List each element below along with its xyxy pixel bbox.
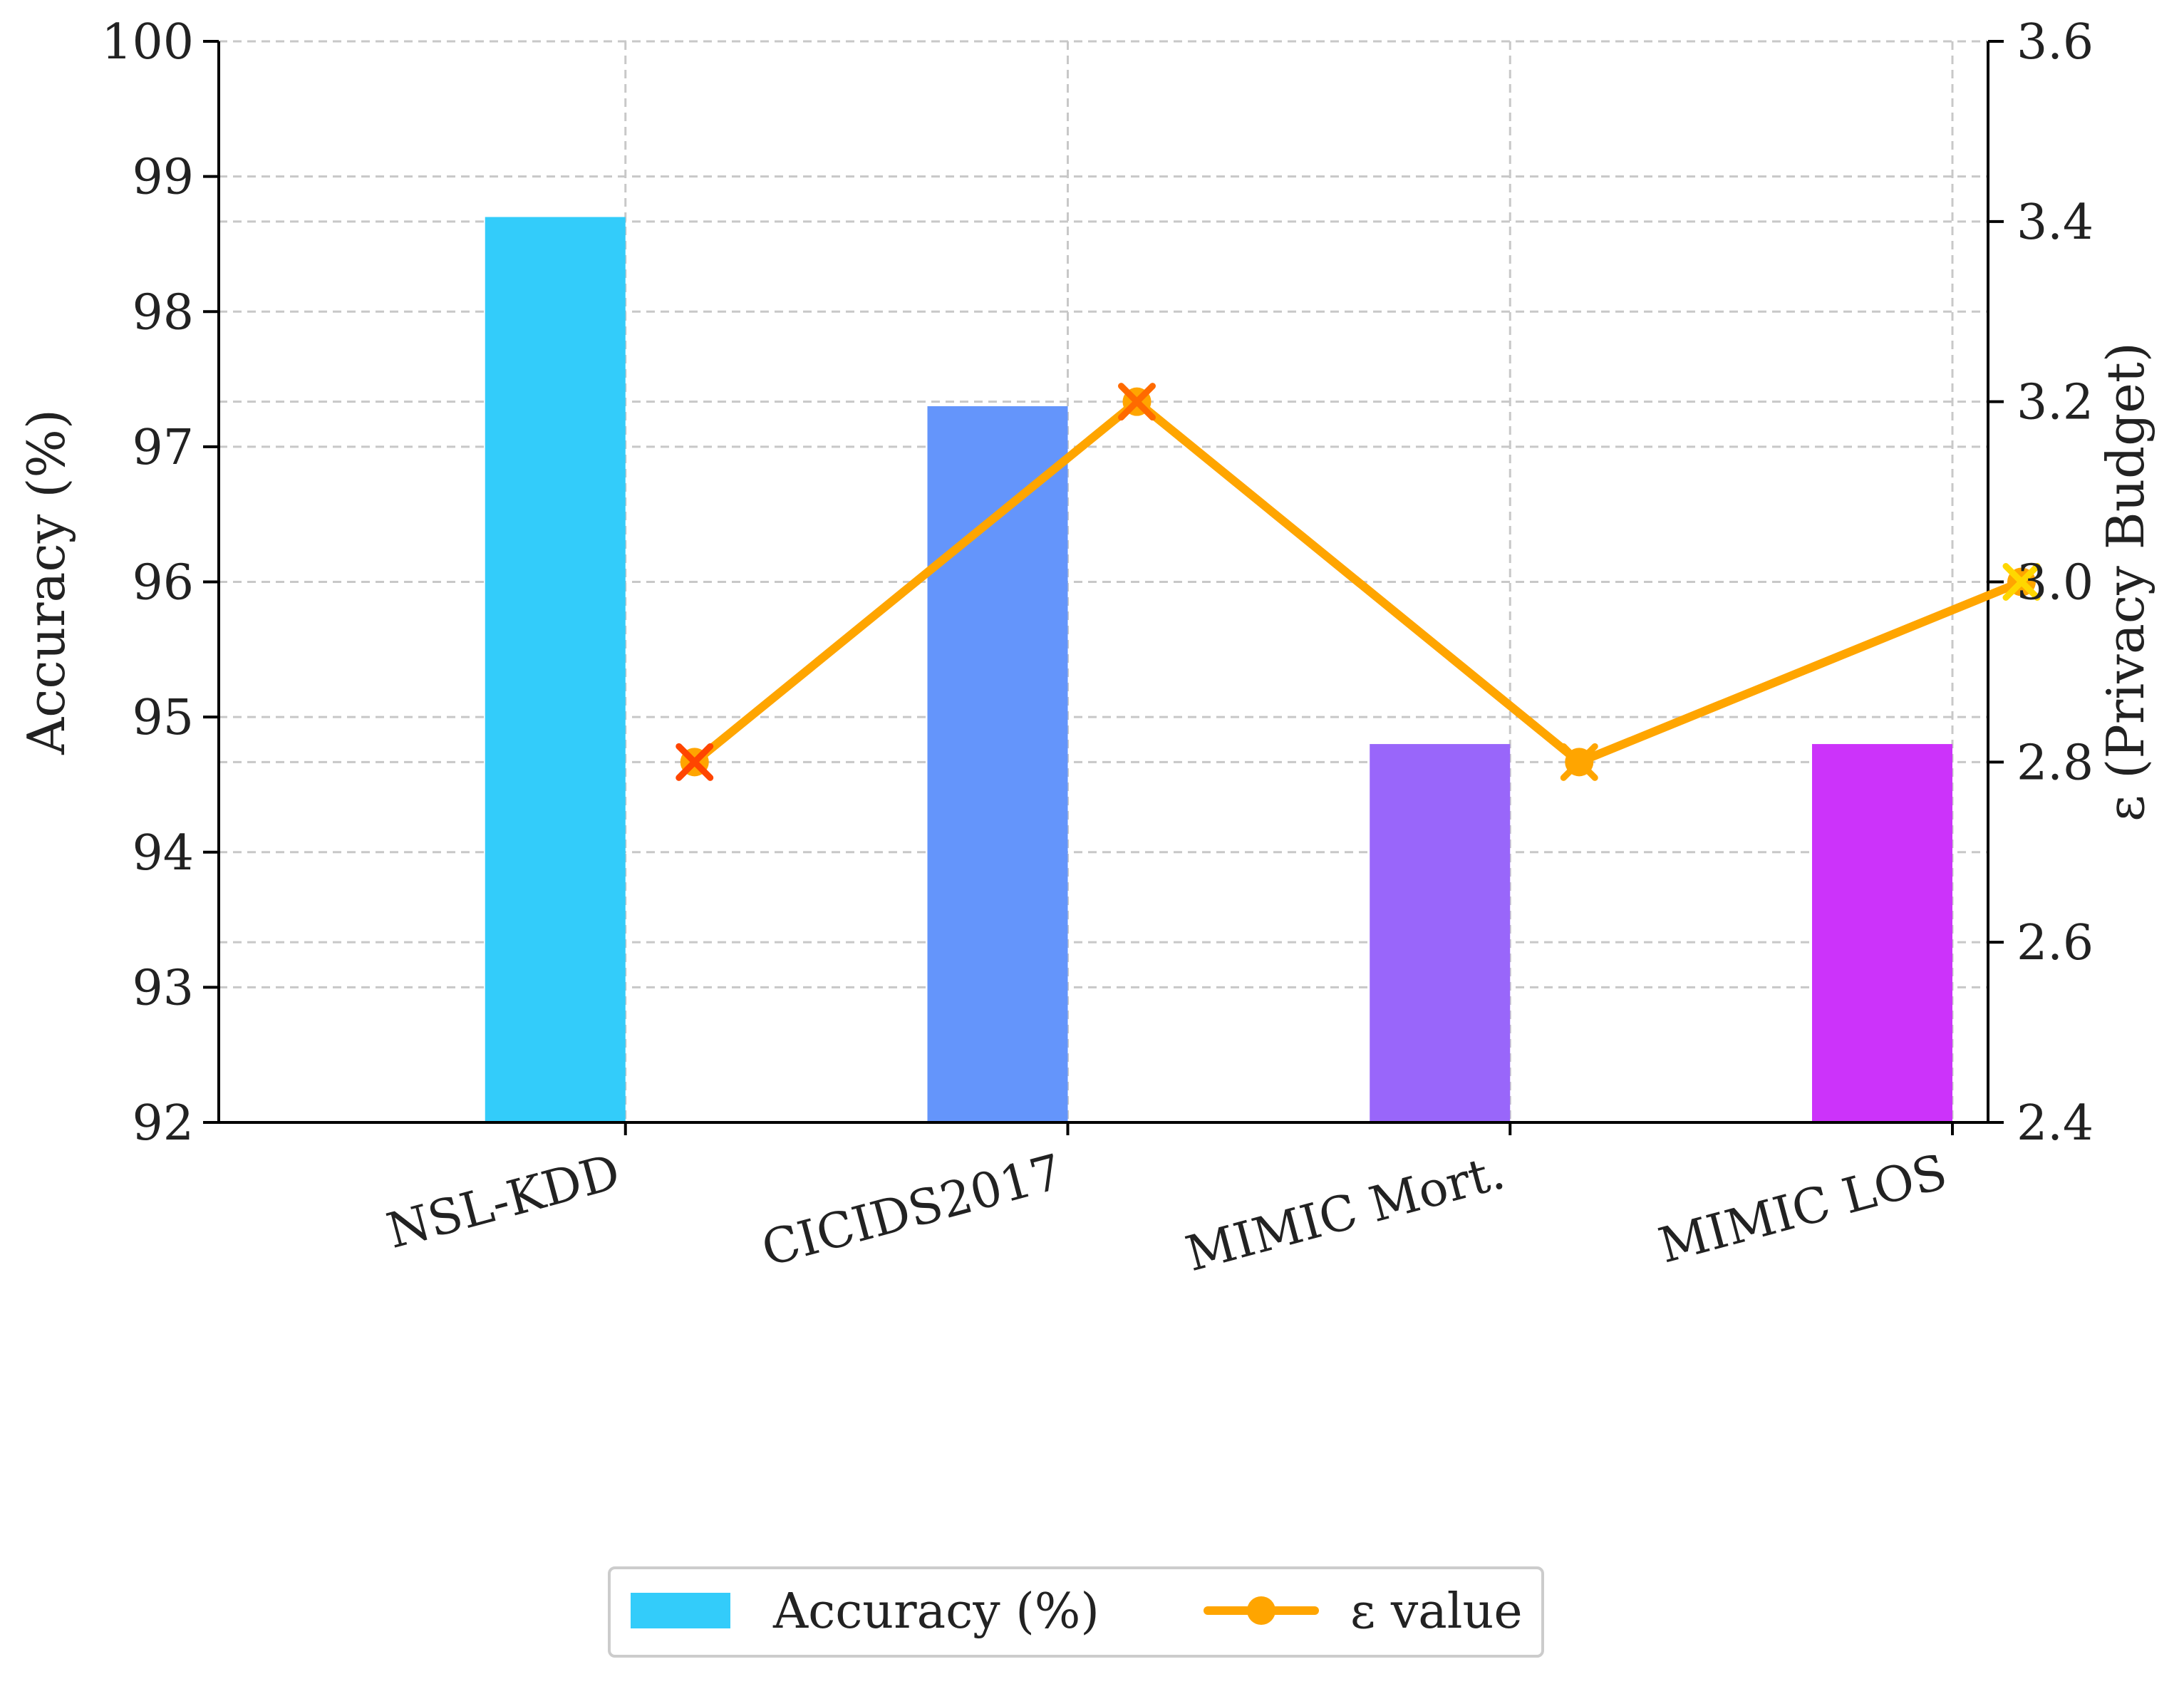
- right-tick-label-2: 2.8: [2017, 735, 2094, 791]
- left-tick-label-4: 96: [132, 555, 194, 611]
- category-label-1: CICIDS2017: [756, 1144, 1068, 1278]
- category-label-0: NSL-KDD: [381, 1144, 626, 1260]
- epsilon-marker-2: [1560, 743, 1598, 781]
- left-tick-label-5: 97: [132, 420, 194, 476]
- legend-label-epsilon: ε value: [1350, 1584, 1523, 1640]
- line-layer: [676, 383, 2041, 781]
- right-tick-label-3: 3.0: [2017, 555, 2094, 611]
- legend-swatch-epsilon-marker: [1247, 1596, 1275, 1625]
- left-tick-label-8: 100: [101, 14, 194, 71]
- epsilon-marker-1: [1118, 383, 1156, 421]
- right-tick-label-6: 3.6: [2017, 14, 2094, 71]
- category-label-2: MIMIC Mort.: [1180, 1144, 1510, 1283]
- left-tick-label-0: 92: [132, 1095, 194, 1152]
- left-tick-label-6: 98: [132, 284, 194, 341]
- grid-layer: [219, 40, 1988, 1124]
- bar-3: [1812, 744, 1952, 1122]
- left-tick-label-1: 93: [132, 960, 194, 1016]
- category-label-3: MIMIC LOS: [1653, 1144, 1952, 1274]
- legend: Accuracy (%) ε value: [608, 1566, 1544, 1658]
- right-tick-label-5: 3.4: [2017, 195, 2094, 251]
- right-tick-label-0: 2.4: [2017, 1095, 2094, 1152]
- axes-layer: [203, 40, 2004, 1135]
- bar-2: [1370, 744, 1511, 1122]
- epsilon-marker-3: [2002, 563, 2041, 601]
- left-tick-label-2: 94: [132, 825, 194, 882]
- right-tick-label-4: 3.2: [2017, 375, 2094, 431]
- left-tick-label-3: 95: [132, 690, 194, 746]
- legend-box: [608, 1566, 1544, 1658]
- y-axis-title-left: Accuracy (%): [16, 409, 76, 755]
- right-tick-label-1: 2.6: [2017, 915, 2094, 971]
- bars-layer: [485, 217, 1952, 1123]
- epsilon-line: [690, 397, 2026, 767]
- y-axis-title-right: ε (Privacy Budget): [2096, 342, 2155, 822]
- bar-0: [485, 217, 626, 1123]
- legend-label-accuracy: Accuracy (%): [772, 1584, 1099, 1640]
- epsilon-marker-0: [676, 743, 714, 781]
- left-tick-label-7: 99: [132, 150, 194, 206]
- bar-1: [927, 405, 1068, 1122]
- legend-swatch-accuracy: [631, 1593, 730, 1628]
